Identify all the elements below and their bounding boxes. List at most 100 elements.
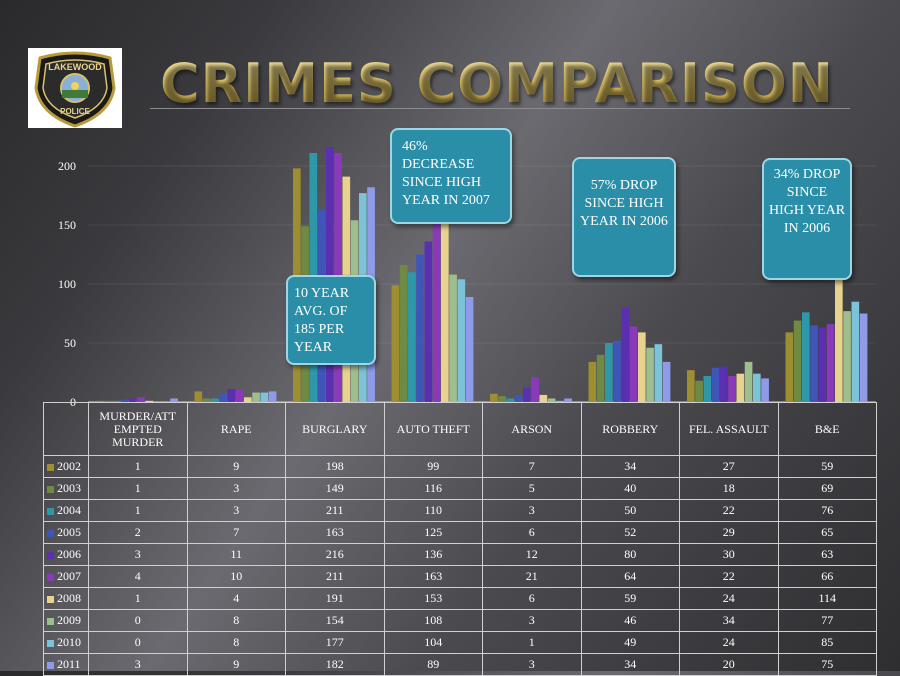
bar (432, 209, 441, 402)
table-cell: 154 (285, 609, 385, 632)
bar (596, 354, 605, 402)
table-row: 2004 1 3 211 110 3 50 22 76 (43, 499, 877, 522)
bar (194, 391, 203, 402)
bar (843, 311, 851, 402)
table-cell: 1 (88, 499, 188, 522)
bar (539, 394, 548, 402)
table-cell: 65 (777, 521, 877, 544)
table-cell: 6 (482, 521, 582, 544)
legend-swatch (47, 595, 54, 603)
table-cell: 191 (285, 587, 385, 610)
bar (802, 312, 810, 402)
table-cell: 216 (285, 543, 385, 566)
table-row: 2008 1 4 191 153 6 59 24 114 (43, 587, 877, 610)
lakewood-police-logo: LAKEWOOD POLICE (28, 48, 122, 128)
bar (112, 400, 121, 402)
table-cell: 24 (679, 631, 779, 654)
bar (810, 325, 818, 402)
bar (219, 393, 227, 402)
table-cell: 12 (482, 543, 582, 566)
table-cell: 3 (186, 499, 286, 522)
table-cell: 3 (88, 543, 188, 566)
table-cell: 29 (679, 521, 779, 544)
y-tick-label: 200 (58, 159, 76, 173)
bar (744, 361, 753, 402)
bar (441, 221, 449, 402)
column-header: ROBBERY (580, 402, 680, 456)
table-cell: 80 (580, 543, 680, 566)
table-cell: 153 (383, 587, 483, 610)
bar (646, 347, 654, 402)
data-table: MURDER/ATT EMPTED MURDER RAPE BURGLARY AUTO T… (43, 402, 877, 676)
table-body: 2002 1 9 198 99 7 34 27 59 2003 1 3 149 116 5 40 18 69 200… (43, 455, 877, 676)
table-cell: 18 (679, 477, 779, 500)
table-cell: 3 (482, 499, 582, 522)
bar (408, 272, 416, 402)
bar (818, 327, 827, 402)
table-cell: 59 (580, 587, 680, 610)
series-label: 2011 (43, 653, 89, 676)
bar (498, 396, 506, 402)
bar (556, 400, 564, 402)
bar (449, 274, 457, 402)
series-label: 2004 (43, 499, 89, 522)
table-cell: 34 (580, 653, 680, 676)
table-cell: 85 (777, 631, 877, 654)
bar (753, 373, 761, 402)
table-cell: 46 (580, 609, 680, 632)
bar (424, 241, 433, 402)
column-header: MURDER/ATT EMPTED MURDER (88, 402, 188, 456)
table-cell: 163 (383, 565, 483, 588)
bar (720, 366, 728, 402)
table-cell: 110 (383, 499, 483, 522)
bar (104, 400, 112, 402)
series-label: 2005 (43, 521, 89, 544)
table-cell: 7 (186, 521, 286, 544)
table-cell: 9 (186, 653, 286, 676)
table-row: 2006 3 11 216 136 12 80 30 63 (43, 543, 877, 566)
callout-robbery-drop: 57% DROP SINCE HIGH YEAR IN 2006 (572, 157, 676, 277)
bar (416, 254, 424, 402)
title-divider (150, 108, 850, 109)
bar (137, 397, 145, 402)
table-cell: 4 (88, 565, 188, 588)
y-tick-label: 100 (58, 277, 76, 291)
bar (629, 326, 638, 402)
table-cell: 99 (383, 455, 483, 478)
column-header: FEL. ASSAULT (679, 402, 779, 456)
bar (260, 392, 269, 402)
table-cell: 211 (285, 499, 385, 522)
bar (145, 400, 154, 402)
table-cell: 27 (679, 455, 779, 478)
table-cell: 5 (482, 477, 582, 500)
legend-swatch (47, 529, 54, 537)
table-cell: 163 (285, 521, 385, 544)
legend-swatch (47, 639, 54, 647)
bar (547, 398, 556, 402)
logo-bottom-text: POLICE (60, 107, 90, 116)
bar (761, 378, 769, 402)
bar (170, 398, 178, 402)
table-cell: 0 (88, 631, 188, 654)
table-cell: 40 (580, 477, 680, 500)
bar (268, 391, 277, 402)
table-cell: 9 (186, 455, 286, 478)
legend-swatch (47, 507, 54, 515)
table-cell: 69 (777, 477, 877, 500)
table-cell: 11 (186, 543, 286, 566)
table-cell: 198 (285, 455, 385, 478)
bar (793, 320, 802, 402)
bar (711, 367, 720, 402)
column-header: AUTO THEFT (383, 402, 483, 456)
bar (211, 398, 219, 402)
table-cell: 66 (777, 565, 877, 588)
bar (96, 400, 104, 402)
bar (851, 301, 860, 402)
callout-burglary-average: 10 YEAR AVG. OF 185 PER YEAR (286, 275, 376, 365)
bar (399, 265, 408, 402)
bar (662, 361, 671, 402)
table-corner (43, 402, 89, 456)
table-cell: 8 (186, 609, 286, 632)
table-row: 2009 0 8 154 108 3 46 34 77 (43, 609, 877, 632)
table-cell: 49 (580, 631, 680, 654)
